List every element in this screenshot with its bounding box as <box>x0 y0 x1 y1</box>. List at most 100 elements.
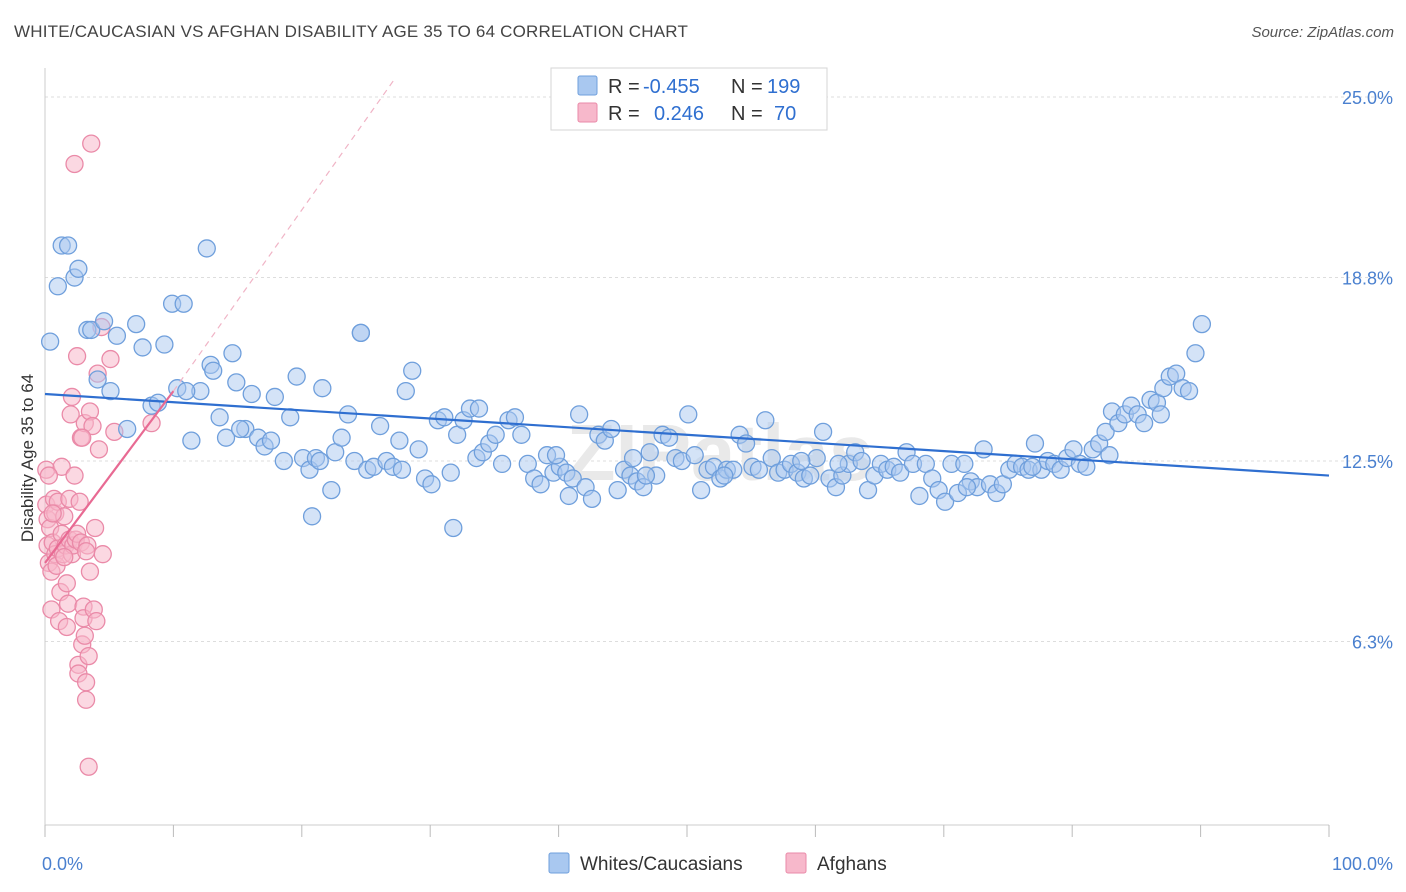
white-point <box>469 399 489 418</box>
white-point <box>197 239 216 258</box>
white-point <box>302 507 322 526</box>
bottom-legend-white-label: Whites/Caucasians <box>580 854 743 875</box>
legend-white-r-label: R = <box>608 76 640 98</box>
white-point <box>829 454 848 474</box>
bottom-legend-afghan-label: Afghans <box>817 854 887 875</box>
white-point <box>107 326 127 345</box>
white-point <box>322 480 341 500</box>
afghan-point <box>55 547 74 567</box>
white-point <box>370 416 390 436</box>
y-tick-label: 18.8% <box>1342 269 1393 289</box>
white-point <box>749 460 769 479</box>
afghan-point <box>87 612 106 631</box>
white-point <box>1023 457 1042 476</box>
bottom-legend-afghan-swatch <box>785 852 807 874</box>
white-point <box>636 466 656 485</box>
white-point <box>127 314 146 334</box>
grid-lines <box>45 96 1389 643</box>
white-point <box>392 460 412 479</box>
afghan-point <box>57 617 76 637</box>
white-point <box>546 446 566 465</box>
white-point <box>40 332 60 351</box>
legend-white-n-value: 199 <box>767 76 800 98</box>
white-point <box>204 361 223 380</box>
white-point <box>441 463 460 482</box>
white-point <box>852 451 871 471</box>
afghan-point <box>57 574 76 593</box>
white-point <box>1186 344 1205 363</box>
white-point <box>512 425 531 444</box>
afghan-point <box>83 416 102 436</box>
afghan-point <box>58 594 78 613</box>
white-point <box>1179 381 1199 401</box>
afghan-point <box>75 626 94 645</box>
white-point <box>691 480 711 500</box>
legend-afghan-n-label: N = <box>731 103 763 125</box>
white-point <box>1077 457 1096 476</box>
white-points <box>40 236 1212 538</box>
white-point <box>281 408 300 427</box>
afghan-point <box>82 134 101 153</box>
white-point <box>563 469 582 488</box>
afghan-points <box>37 134 161 776</box>
series-legend: Whites/Caucasians Afghans <box>548 852 887 875</box>
chart-title: WHITE/CAUCASIAN VS AFGHAN DISABILITY AGE… <box>14 22 689 41</box>
white-point <box>345 451 364 471</box>
afghan-point <box>76 673 96 692</box>
afghan-trend-line <box>44 390 175 564</box>
white-point <box>801 466 820 485</box>
white-point <box>1096 422 1115 442</box>
trend-lines <box>44 80 1330 564</box>
white-point <box>261 431 281 450</box>
white-point <box>582 489 602 509</box>
white-point <box>1025 434 1045 453</box>
afghan-point <box>65 154 84 174</box>
white-point <box>1100 446 1119 465</box>
white-point <box>177 381 196 401</box>
white-point <box>957 478 977 497</box>
white-point <box>58 236 78 255</box>
afghan-point <box>70 492 89 511</box>
white-point <box>486 425 505 444</box>
white-point <box>287 367 306 386</box>
white-point <box>227 373 246 392</box>
y-tick-label: 6.3% <box>1352 633 1393 653</box>
white-point <box>492 454 512 474</box>
white-point <box>94 312 114 331</box>
white-point <box>813 422 833 442</box>
white-point <box>274 451 293 471</box>
white-point <box>133 338 152 357</box>
afghan-point <box>79 757 98 776</box>
white-point <box>559 486 579 506</box>
white-point <box>351 323 371 343</box>
white-point <box>659 428 679 447</box>
white-point <box>807 448 826 468</box>
white-point <box>174 294 193 313</box>
white-point <box>88 370 107 389</box>
white-point <box>531 475 550 494</box>
afghan-point <box>67 347 87 366</box>
white-point <box>216 428 236 447</box>
white-point <box>118 419 137 439</box>
legend-white-n-label: N = <box>731 76 763 98</box>
white-point <box>265 387 284 407</box>
white-point <box>935 492 955 511</box>
white-point <box>231 419 250 439</box>
white-point <box>444 518 463 538</box>
white-point <box>82 320 101 340</box>
legend-white-r-value: -0.455 <box>643 76 700 98</box>
afghan-trend-extension <box>172 80 394 392</box>
white-point <box>409 440 428 459</box>
white-point <box>242 384 261 404</box>
white-point <box>715 466 734 485</box>
white-point <box>1151 405 1170 424</box>
white-point <box>756 411 775 430</box>
bottom-legend-white-swatch <box>548 852 570 874</box>
y-axis-title: Disability Age 35 to 64 <box>18 374 37 542</box>
white-point <box>101 381 120 401</box>
white-point <box>1192 314 1212 334</box>
white-point <box>310 451 329 471</box>
x-tick-label: 100.0% <box>1332 854 1393 874</box>
afghan-point <box>76 690 96 709</box>
